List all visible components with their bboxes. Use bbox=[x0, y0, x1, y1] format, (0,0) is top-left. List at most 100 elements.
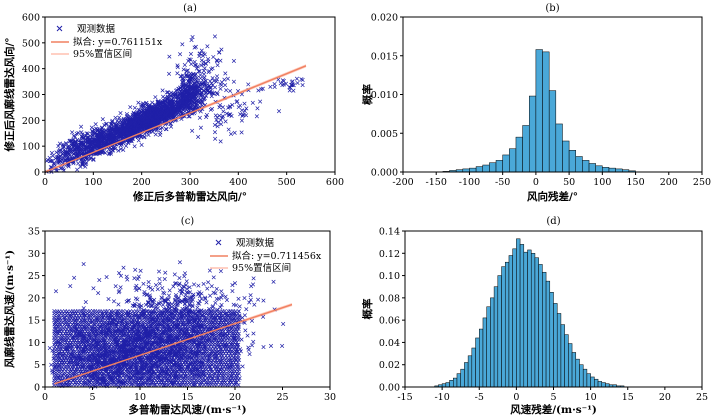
data-point bbox=[251, 339, 256, 344]
data-point bbox=[271, 279, 276, 284]
data-point bbox=[132, 105, 137, 110]
data-point bbox=[167, 288, 172, 293]
data-point bbox=[129, 139, 134, 144]
data-point bbox=[243, 328, 248, 333]
data-point bbox=[249, 343, 255, 348]
data-point bbox=[137, 114, 142, 119]
data-point bbox=[226, 127, 231, 132]
data-point bbox=[162, 291, 167, 296]
y-axis-label: 概率 bbox=[361, 84, 374, 105]
data-point bbox=[157, 276, 162, 282]
data-point bbox=[231, 79, 236, 84]
data-point bbox=[217, 113, 222, 118]
histogram-bar bbox=[562, 140, 570, 173]
data-point bbox=[249, 318, 255, 323]
x-tick-label: 250 bbox=[693, 177, 711, 188]
data-point bbox=[180, 42, 185, 47]
legend-label: 观测数据 bbox=[77, 23, 116, 35]
data-point bbox=[196, 134, 201, 139]
data-point bbox=[110, 126, 115, 131]
data-point bbox=[240, 364, 245, 369]
data-point bbox=[218, 139, 223, 144]
data-point bbox=[177, 260, 182, 265]
histogram-bar bbox=[608, 167, 616, 173]
data-point bbox=[245, 333, 250, 338]
y-tick-label: 0.005 bbox=[371, 129, 398, 140]
data-point bbox=[141, 281, 146, 286]
data-point bbox=[163, 127, 168, 132]
x-axis: 0 100 200 300 400 500 600 bbox=[42, 172, 344, 188]
data-point bbox=[124, 112, 129, 117]
x-axis-label: 修正后多普勒雷达风向/° bbox=[132, 190, 247, 203]
data-point bbox=[136, 138, 141, 143]
x-tick-label: 0 bbox=[533, 177, 539, 188]
data-point bbox=[231, 58, 236, 63]
histogram-bar bbox=[582, 160, 590, 173]
histogram-bar bbox=[535, 49, 543, 173]
data-point bbox=[191, 282, 197, 287]
panel-title: (a) bbox=[183, 3, 197, 14]
data-point bbox=[272, 81, 277, 87]
data-point bbox=[132, 303, 137, 308]
data-point bbox=[96, 291, 101, 296]
data-point bbox=[155, 287, 160, 292]
data-point bbox=[106, 297, 111, 302]
data-point bbox=[207, 69, 212, 74]
data-point bbox=[154, 128, 159, 133]
data-point bbox=[242, 101, 247, 106]
data-point bbox=[160, 88, 165, 93]
data-point bbox=[139, 142, 144, 147]
data-point bbox=[251, 276, 256, 281]
data-point bbox=[278, 81, 283, 86]
data-point bbox=[117, 115, 122, 120]
data-point bbox=[223, 119, 228, 124]
y-tick-label: 0.020 bbox=[371, 13, 398, 24]
data-point bbox=[47, 346, 52, 351]
histogram-bar bbox=[588, 163, 596, 173]
data-point bbox=[160, 125, 165, 130]
data-point bbox=[184, 279, 189, 284]
data-point bbox=[49, 362, 54, 367]
data-point bbox=[153, 132, 158, 137]
data-point bbox=[122, 124, 127, 129]
data-point bbox=[141, 124, 146, 129]
data-point bbox=[149, 122, 154, 127]
data-point bbox=[206, 280, 211, 285]
data-point bbox=[133, 119, 138, 124]
data-point bbox=[192, 59, 197, 64]
data-point bbox=[281, 321, 286, 326]
data-point bbox=[153, 113, 158, 118]
legend-marker bbox=[56, 25, 63, 32]
y-tick-label: 200 bbox=[22, 116, 40, 127]
data-point bbox=[138, 268, 143, 273]
histogram-bar bbox=[502, 154, 510, 173]
data-point bbox=[219, 289, 224, 294]
data-point bbox=[294, 76, 299, 81]
data-point bbox=[146, 120, 151, 126]
data-point bbox=[236, 296, 241, 301]
data-point bbox=[68, 284, 73, 289]
data-point bbox=[300, 77, 305, 82]
data-point bbox=[141, 117, 146, 122]
data-point bbox=[239, 108, 244, 113]
data-point bbox=[164, 90, 170, 95]
x-tick-label: 100 bbox=[84, 177, 102, 188]
data-point bbox=[214, 79, 219, 84]
data-point bbox=[146, 119, 151, 124]
legend-item-ci: 95%置信区间 bbox=[51, 48, 132, 60]
histogram-bar bbox=[522, 125, 530, 173]
data-point bbox=[125, 277, 130, 282]
data-point bbox=[173, 293, 179, 298]
data-point bbox=[166, 71, 172, 76]
data-point bbox=[70, 130, 75, 135]
histogram-bar bbox=[475, 166, 483, 173]
data-point bbox=[246, 82, 251, 87]
data-point bbox=[141, 103, 146, 108]
data-point bbox=[214, 296, 219, 301]
data-point bbox=[113, 115, 118, 120]
data-point bbox=[300, 83, 305, 88]
data-point bbox=[97, 278, 102, 283]
legend-item-fit: 拟合: y=0.761151x bbox=[51, 36, 163, 48]
data-point bbox=[197, 115, 202, 120]
